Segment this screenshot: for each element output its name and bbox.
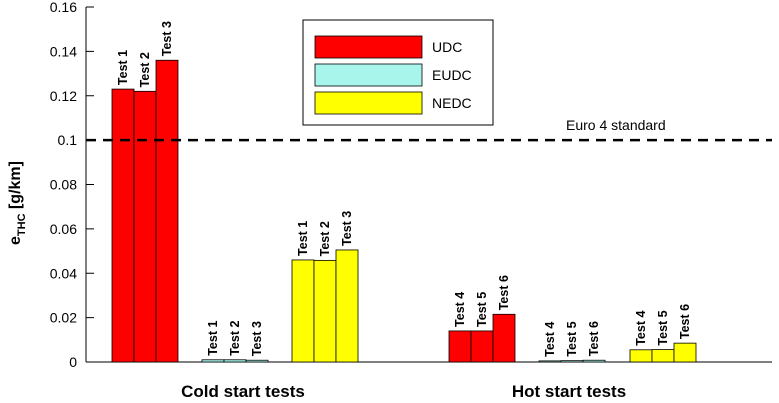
bars-layer [111,59,697,363]
bar-data-label: Test 2 [318,221,332,256]
y-tick-label: 0.1 [58,132,78,148]
reference-line-label: Euro 4 standard [566,117,666,133]
bar-nedc-test-6 [673,342,697,363]
bar-udc-test-1 [111,88,135,363]
bar-data-label: Test 3 [160,21,174,56]
bar-udc-test-5 [470,330,494,363]
legend-label-udc: UDC [432,39,462,55]
y-tick-label: 0 [69,354,77,370]
bar-udc-test-6 [492,313,516,363]
group-labels-layer: Cold start tests Hot start tests [181,382,626,401]
legend-swatch-udc [314,35,423,59]
bar-eudc-test-6 [582,359,606,363]
bar-data-label: Test 4 [543,322,557,357]
bar-data-label: Test 3 [250,321,264,356]
bar-eudc-test-3 [245,359,269,363]
legend-label-nedc: NEDC [432,95,472,111]
bar-eudc-test-4 [538,360,562,363]
plot-axes: 0 0.02 0.04 0.06 0.08 0.1 0.12 0.14 0.16 [50,0,772,370]
y-tick-label: 0.12 [50,88,77,104]
y-tick-label: 0.02 [50,310,77,326]
bar-udc-test-2 [133,90,157,363]
bar-data-label: Test 4 [453,292,467,327]
legend-label-eudc: EUDC [432,67,472,83]
y-tick-label: 0.04 [50,265,77,281]
bar-udc-test-4 [448,330,472,363]
y-axis-label: eTHC [g/km] [7,161,28,245]
bar-nedc-test-5 [651,349,675,363]
bar-data-label: Test 6 [497,275,511,310]
group-label: Cold start tests [181,382,305,401]
y-tick-label: 0.06 [50,221,77,237]
bar-data-label: Test 3 [340,211,354,246]
bar-nedc-test-1 [291,259,315,363]
legend-swatch-nedc [314,91,423,115]
group-label: Hot start tests [512,382,626,401]
bar-data-label: Test 2 [138,52,152,87]
bar-nedc-test-3 [335,249,359,363]
bar-data-label: Test 1 [206,321,220,356]
bar-data-label: Test 5 [656,310,670,345]
bar-nedc-test-2 [313,259,337,363]
legend-swatch-eudc [314,63,423,87]
bar-data-label: Test 2 [228,321,242,356]
y-tick-label: 0.14 [50,43,77,59]
bar-data-label: Test 6 [678,304,692,339]
bar-data-label: Test 6 [587,321,601,356]
bar-data-label: Test 5 [565,321,579,356]
legend: UDC EUDC NEDC [302,19,494,126]
bar-data-label: Test 1 [296,221,310,256]
bar-eudc-test-1 [201,359,225,363]
bar-data-label: Test 5 [475,292,489,327]
bar-labels-layer: Test 1 Test 2 Test 3 Test 1 Test 2 Test 3 Test… [116,21,692,357]
bar-nedc-test-4 [629,349,653,363]
bar-data-label: Test 1 [116,50,130,85]
reference-line-layer: Euro 4 standard [86,117,772,142]
y-tick-label: 0.08 [50,177,77,193]
y-tick-label: 0.16 [50,0,77,15]
bar-udc-test-3 [155,59,179,363]
bar-data-label: Test 4 [634,311,648,346]
y-axis-title: eTHC [g/km] [7,161,28,245]
bar-eudc-test-2 [223,359,247,363]
bar-eudc-test-5 [560,360,584,363]
